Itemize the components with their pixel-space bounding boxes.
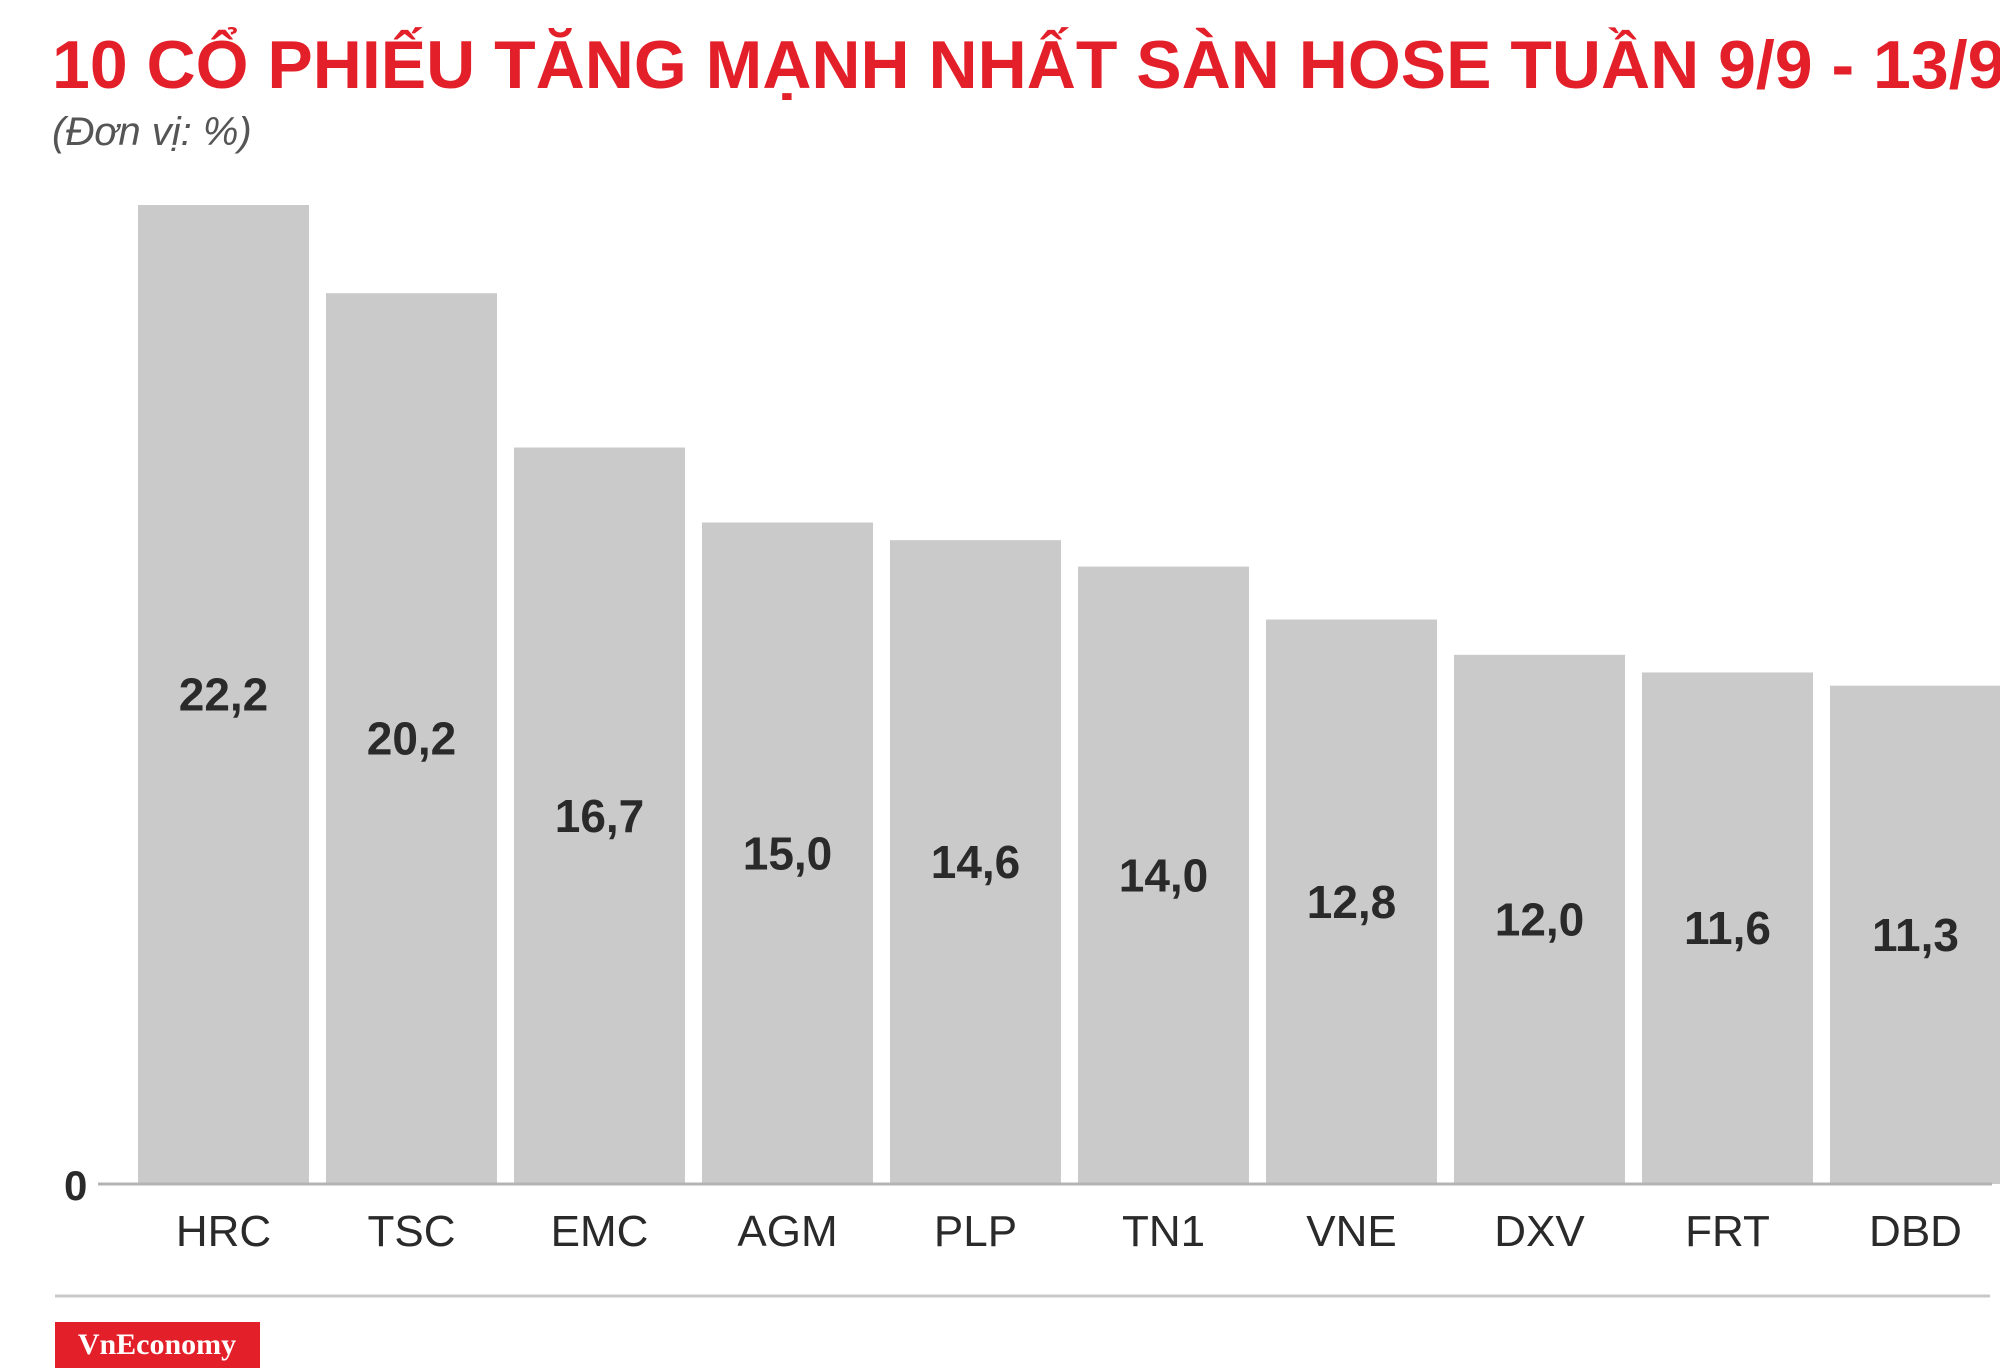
x-tick-label-tn1: TN1 — [1122, 1207, 1205, 1256]
x-tick-label-tsc: TSC — [368, 1207, 456, 1256]
bar-dbd — [1830, 685, 2000, 1184]
bar-hrc — [138, 205, 309, 1184]
bar-dxv — [1454, 654, 1625, 1184]
value-label-tsc: 20,2 — [367, 713, 457, 765]
x-tick-label-dbd: DBD — [1869, 1207, 1962, 1256]
brand-logo-text: VnEconomy — [78, 1328, 236, 1361]
bar-vne — [1266, 619, 1437, 1184]
bar-tn1 — [1078, 566, 1249, 1184]
x-tick-labels-group: HRC TSC EMC AGM PLP TN1 VNE DXV FRT DBD — [176, 1207, 1962, 1256]
y-tick-label-zero: 0 — [64, 1162, 87, 1209]
x-tick-label-vne: VNE — [1306, 1207, 1396, 1256]
bar-emc — [514, 447, 685, 1184]
value-label-agm: 15,0 — [743, 827, 833, 879]
value-label-dxv: 12,0 — [1495, 893, 1585, 945]
value-label-dbd: 11,3 — [1872, 909, 1959, 961]
x-tick-label-hrc: HRC — [176, 1207, 271, 1256]
chart-title: 10 CỔ PHIẾU TĂNG MẠNH NHẤT SÀN HOSE TUẦN… — [52, 26, 2000, 103]
x-tick-label-dxv: DXV — [1494, 1207, 1585, 1256]
brand-logo-box — [55, 1322, 260, 1368]
bar-agm — [702, 522, 873, 1184]
bar-tsc — [326, 293, 497, 1184]
value-label-emc: 16,7 — [555, 790, 645, 842]
value-label-hrc: 22,2 — [179, 669, 269, 721]
x-tick-label-agm: AGM — [737, 1207, 837, 1256]
x-tick-label-plp: PLP — [934, 1207, 1017, 1256]
value-label-frt: 11,6 — [1684, 902, 1771, 954]
x-tick-label-emc: EMC — [551, 1207, 649, 1256]
bars-group — [138, 205, 2000, 1184]
value-label-vne: 12,8 — [1307, 876, 1397, 928]
bar-plp — [890, 540, 1061, 1184]
value-labels-group: 22,2 20,2 16,7 15,0 14,6 14,0 12,8 12,0 11,6 11,3 — [179, 669, 1959, 961]
value-label-plp: 14,6 — [931, 836, 1021, 888]
x-tick-label-frt: FRT — [1685, 1207, 1770, 1256]
bar-frt — [1642, 672, 1813, 1184]
value-label-tn1: 14,0 — [1119, 849, 1209, 901]
unit-label: (Đơn vị: %) — [52, 110, 252, 154]
